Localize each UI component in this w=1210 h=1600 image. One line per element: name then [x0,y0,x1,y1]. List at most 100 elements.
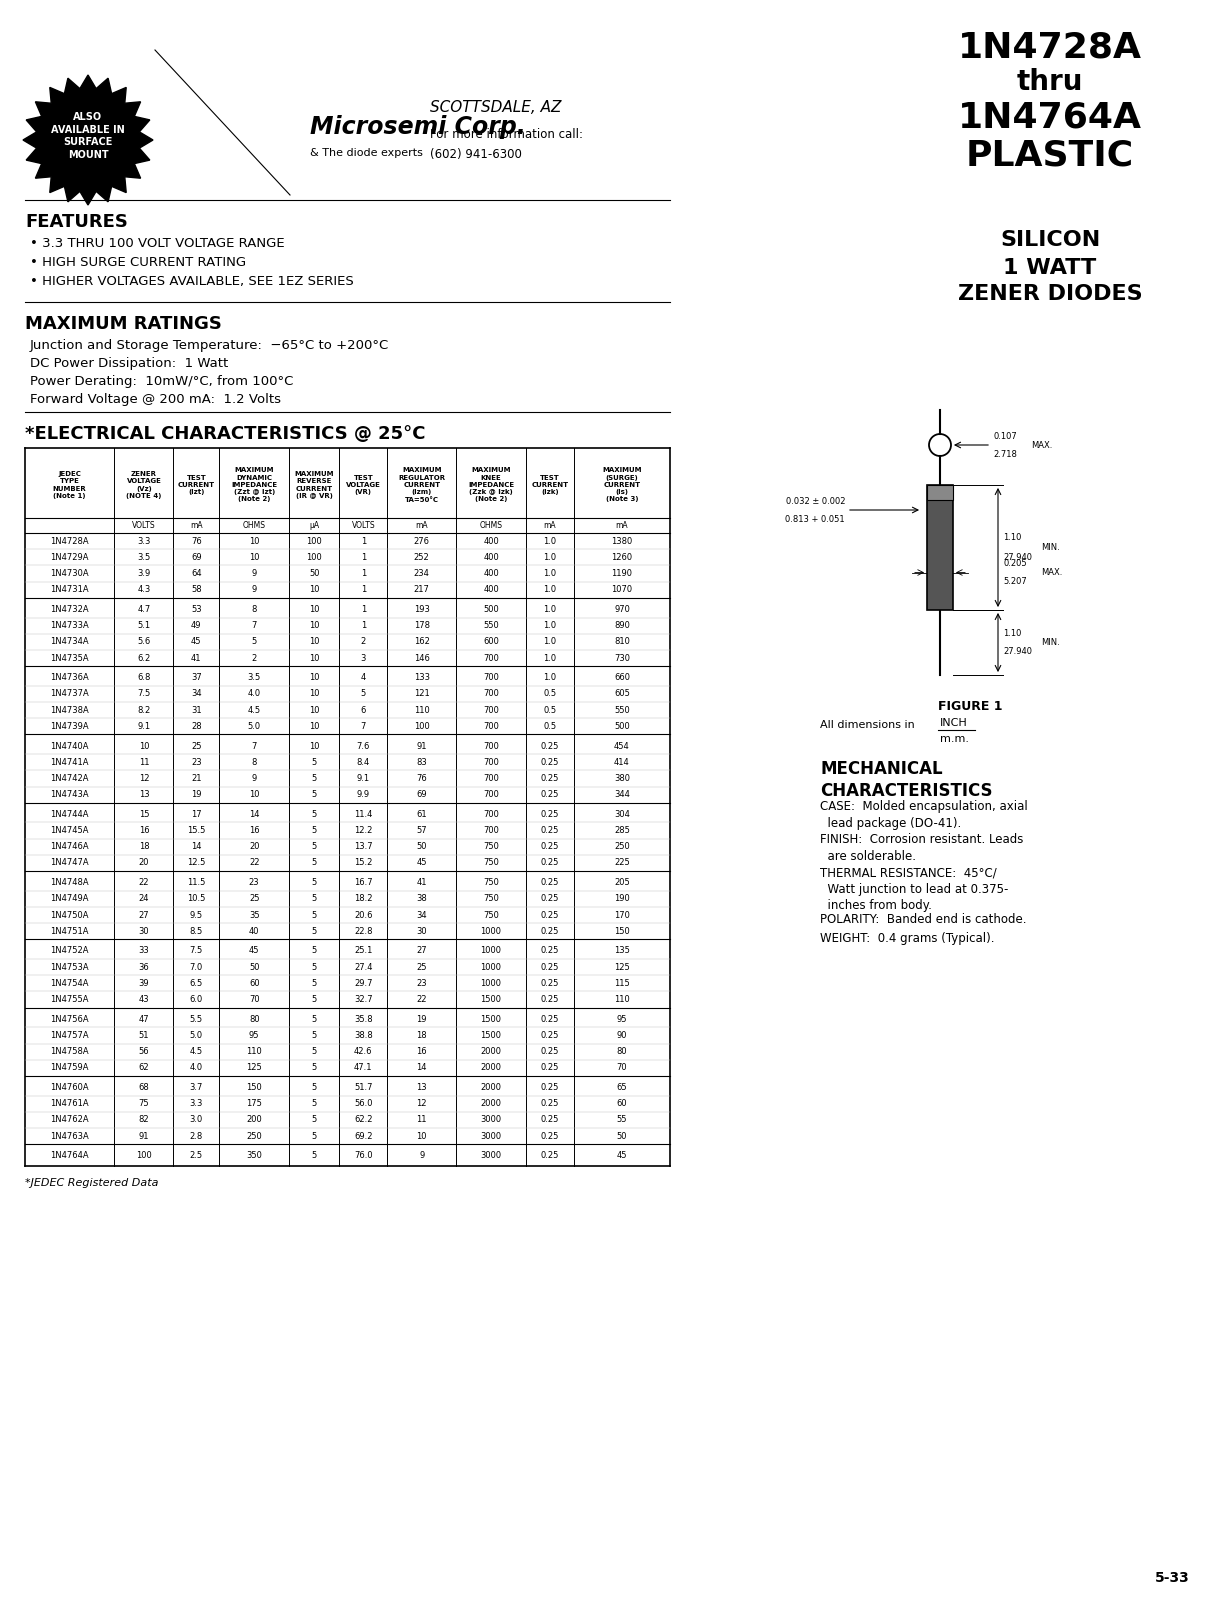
Text: 35.8: 35.8 [355,1014,373,1024]
Text: 16: 16 [416,1046,427,1056]
Text: 4.3: 4.3 [137,586,150,594]
Text: *ELECTRICAL CHARACTERISTICS @ 25°C: *ELECTRICAL CHARACTERISTICS @ 25°C [25,426,426,443]
Text: 2: 2 [361,637,365,646]
Text: 10: 10 [309,690,319,699]
Text: 193: 193 [414,605,430,614]
Text: MIN.: MIN. [1041,638,1060,646]
Text: 18: 18 [139,842,149,851]
Text: 5: 5 [312,774,317,782]
Text: 400: 400 [483,536,499,546]
Text: 16: 16 [139,826,149,835]
Text: 1000: 1000 [480,979,501,987]
Text: • HIGH SURGE CURRENT RATING: • HIGH SURGE CURRENT RATING [30,256,246,269]
Text: 20.6: 20.6 [355,910,373,920]
Text: 9: 9 [252,586,257,594]
Text: 4.7: 4.7 [137,605,150,614]
Text: 0.25: 0.25 [541,826,559,835]
Text: 29.7: 29.7 [355,979,373,987]
Text: 5: 5 [312,790,317,798]
Text: 69.2: 69.2 [355,1131,373,1141]
Text: 0.25: 0.25 [541,894,559,904]
Text: 1N4728A: 1N4728A [51,536,90,546]
Text: 2: 2 [252,653,257,662]
Text: μA: μA [309,522,319,530]
Text: 0.25: 0.25 [541,878,559,886]
Text: 1380: 1380 [611,536,633,546]
Text: 60: 60 [617,1099,627,1109]
Text: 13: 13 [139,790,149,798]
Text: TEST
VOLTAGE
(VR): TEST VOLTAGE (VR) [346,475,381,496]
Text: 750: 750 [483,859,499,867]
Text: 700: 700 [483,790,499,798]
Text: 100: 100 [306,536,322,546]
Text: 47.1: 47.1 [355,1064,373,1072]
Text: 1N4758A: 1N4758A [51,1046,90,1056]
Text: 700: 700 [483,758,499,766]
Text: 40: 40 [249,926,259,936]
Text: 550: 550 [483,621,499,630]
Text: 8.2: 8.2 [137,706,150,715]
Text: 10: 10 [309,586,319,594]
Text: 16.7: 16.7 [355,878,373,886]
Text: VOLTS: VOLTS [132,522,156,530]
Text: 0.25: 0.25 [541,758,559,766]
Text: m.m.: m.m. [940,734,969,744]
Text: 10: 10 [309,605,319,614]
Text: 146: 146 [414,653,430,662]
Text: 1260: 1260 [611,554,633,562]
Text: 23: 23 [191,758,202,766]
Text: 23: 23 [249,878,259,886]
Text: 53: 53 [191,605,202,614]
Text: 1.0: 1.0 [543,637,557,646]
Text: 0.25: 0.25 [541,1046,559,1056]
Text: 10: 10 [309,706,319,715]
Text: 0.25: 0.25 [541,1152,559,1160]
Text: 2000: 2000 [480,1064,501,1072]
Text: 5: 5 [312,878,317,886]
Text: 1N4763A: 1N4763A [51,1131,90,1141]
Text: 5-33: 5-33 [1156,1571,1189,1586]
Text: 1N4736A: 1N4736A [51,674,90,682]
Text: 1N4729A: 1N4729A [51,554,90,562]
Text: 1N4750A: 1N4750A [51,910,90,920]
Text: 10: 10 [309,722,319,731]
Text: 31: 31 [191,706,202,715]
Text: 1N4740A: 1N4740A [51,741,90,750]
Text: 1070: 1070 [611,586,633,594]
Text: 0.25: 0.25 [541,1115,559,1125]
Text: 15.2: 15.2 [355,859,373,867]
Text: 65: 65 [617,1083,627,1093]
Text: 1N4764A: 1N4764A [958,99,1142,134]
Text: MAXIMUM RATINGS: MAXIMUM RATINGS [25,315,221,333]
Text: 11.5: 11.5 [188,878,206,886]
Text: 5: 5 [312,1030,317,1040]
Text: 30: 30 [416,926,427,936]
Text: 150: 150 [615,926,630,936]
Text: *JEDEC Registered Data: *JEDEC Registered Data [25,1178,159,1187]
Text: 1N4749A: 1N4749A [51,894,90,904]
Text: 250: 250 [615,842,630,851]
Text: 1500: 1500 [480,1014,501,1024]
Text: 250: 250 [247,1131,263,1141]
Text: 1N4733A: 1N4733A [51,621,90,630]
Text: 1: 1 [361,570,365,578]
Text: 380: 380 [613,774,630,782]
Text: 95: 95 [249,1030,259,1040]
Text: 605: 605 [613,690,630,699]
Text: 10: 10 [309,674,319,682]
Text: 400: 400 [483,554,499,562]
Text: 1N4728A: 1N4728A [958,30,1142,64]
Text: 75: 75 [139,1099,149,1109]
Text: 25: 25 [191,741,202,750]
Text: 7: 7 [361,722,365,731]
Text: 600: 600 [483,637,499,646]
Text: 1000: 1000 [480,963,501,971]
Text: 750: 750 [483,910,499,920]
Text: For more information call:: For more information call: [430,128,583,141]
Text: 10: 10 [249,536,259,546]
Text: 33: 33 [139,947,149,955]
Text: 11.4: 11.4 [355,810,373,819]
Text: 750: 750 [483,842,499,851]
Text: 1: 1 [361,605,365,614]
Text: 5: 5 [312,979,317,987]
